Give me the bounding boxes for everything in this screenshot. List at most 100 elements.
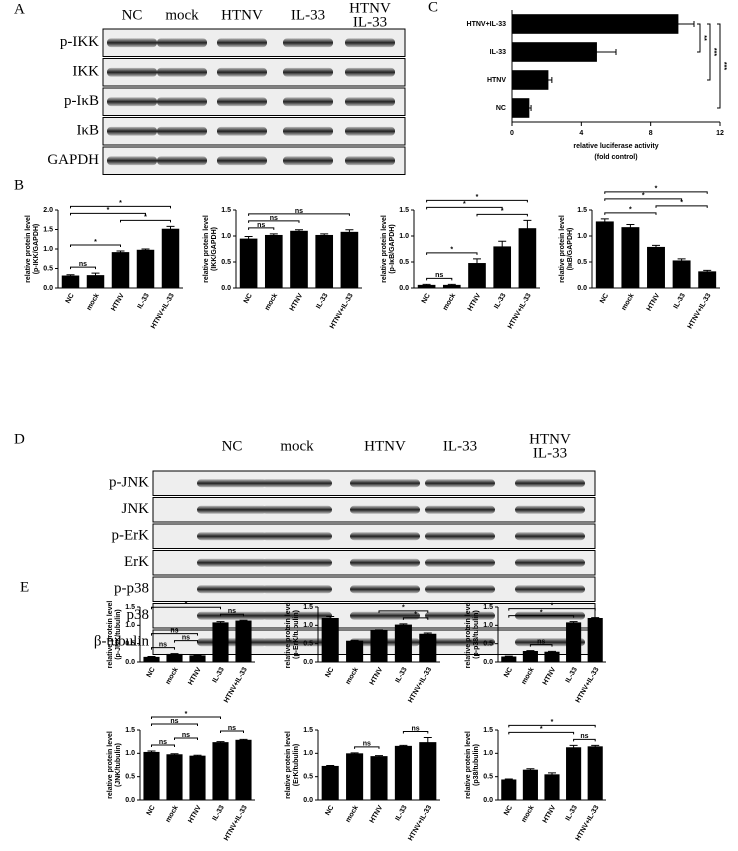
significance-bracket [248,213,350,216]
error-bar [548,772,556,776]
x-tick-label: 0 [510,130,514,137]
bar [698,271,717,288]
x-tick-label: 4 [579,130,583,137]
bar [143,656,160,662]
bar [189,755,206,800]
bar [264,234,283,288]
significance-bracket [604,212,657,215]
error-bar [350,752,359,754]
y-tick-label: 0.0 [483,659,493,666]
error-bar [350,639,359,642]
y-tick-label: 0.5 [483,774,493,781]
significance-label: ns [228,725,236,732]
significance-label: * [476,194,479,201]
lane-label: HTNV [349,0,391,16]
row-label: JNK [121,501,149,517]
significance-bracket [70,244,121,247]
y-tick-label: 1.0 [483,750,493,757]
significance-bracket [70,212,146,216]
bar [340,231,359,288]
error-bar [326,616,335,620]
error-bar [269,233,278,236]
significance-label: ns [412,725,420,732]
blot-band [197,532,267,541]
significance-bracket [508,615,575,618]
blot-band [425,638,495,647]
significance-label: * [107,207,110,214]
y-axis-label: relative protein level [285,601,292,669]
bar [212,742,229,800]
category-label: HTNV [542,666,558,686]
row-label: p-JNK [109,475,149,491]
significance-bracket [248,220,300,223]
y-axis-label: relative protein level [25,215,32,283]
y-tick-label: 1.0 [303,622,313,629]
significance-bracket [476,213,528,217]
y-tick-label: 0.0 [303,659,313,666]
y-tick-label: 1.0 [125,622,135,629]
row-label: p-IκB [64,93,99,109]
error-bar [399,744,408,747]
y-tick-label: 0.5 [125,774,135,781]
bar [189,655,206,662]
blot-band [515,558,585,567]
significance-bracket [151,633,198,636]
bar [212,622,229,662]
category-label: IL-33 [212,666,226,684]
bar [370,756,388,800]
blot-band [345,38,395,48]
significance-bracket [426,206,503,210]
y-tick-label: 1.0 [483,622,493,629]
significance-bracket [151,723,198,726]
error-bar [504,655,513,657]
significance-label: ns [182,634,190,641]
category-label: NC [243,292,254,304]
significance-label: ns [170,718,178,725]
y-tick-label: 1.5 [221,207,231,214]
error-bar [166,225,175,232]
y-tick-label: 0.5 [221,259,231,266]
blot-band [262,611,332,620]
significance-bracket [697,23,701,53]
category-label: HTNV [542,804,558,824]
lane-label: mock [165,7,199,23]
y-tick-label: 1.5 [43,226,53,233]
blot-band [345,67,395,77]
y-tick-label: 0.5 [125,641,135,648]
category-label: NC [324,666,335,678]
bar [501,656,517,662]
y-tick-label: 1.0 [125,750,135,757]
category-label: HTNV+IL-33 [223,666,249,704]
row-label: ErK [124,554,149,570]
error-bar [399,623,408,626]
bar [419,633,437,662]
error-bar [423,736,432,747]
blot-band [197,585,267,594]
bar [166,754,183,800]
significance-label: * [655,186,658,193]
category-label: mock [165,804,180,823]
y-tick-label: 1.0 [43,246,53,253]
bar [321,618,339,662]
row-label: p-IKK [60,34,99,50]
bar [419,742,437,800]
category-label: HTNV+IL-33 [407,666,433,704]
y-tick-label: 1.0 [221,233,231,240]
significance-bracket [402,617,429,620]
significance-bracket [529,644,553,647]
blot-band [350,611,420,620]
y-tick-label: 0.0 [399,285,409,292]
error-bar [577,49,617,55]
y-axis-label: (IκB/GAPDH) [567,228,574,271]
row-label: GAPDH [47,152,99,168]
y-axis-label: (p-IKK/GAPDH) [33,224,40,275]
y-axis-label: (JNK/tubulin) [115,743,122,787]
y-tick-label: 0.5 [399,259,409,266]
bar [166,653,183,662]
bar [544,774,560,800]
category-label: HTNV+IL-33 [575,804,601,842]
significance-bracket [174,640,198,643]
category-label: mock [165,666,180,685]
error-bar [626,224,635,230]
significance-label: * [402,605,405,612]
